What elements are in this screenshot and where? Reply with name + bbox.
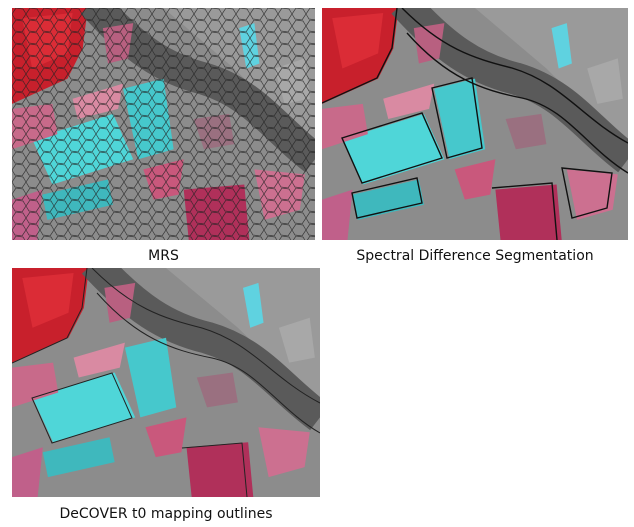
decover-image [12,268,320,497]
mrs-image [12,8,315,240]
caption: DeCOVER t0 mapping outlines [12,506,320,522]
sds-image [322,8,628,240]
caption: Spectral Difference Segmentation [322,248,628,264]
figure: MRS Spectral Difference Segmentation DeC… [0,0,634,527]
caption: MRS [12,248,315,264]
